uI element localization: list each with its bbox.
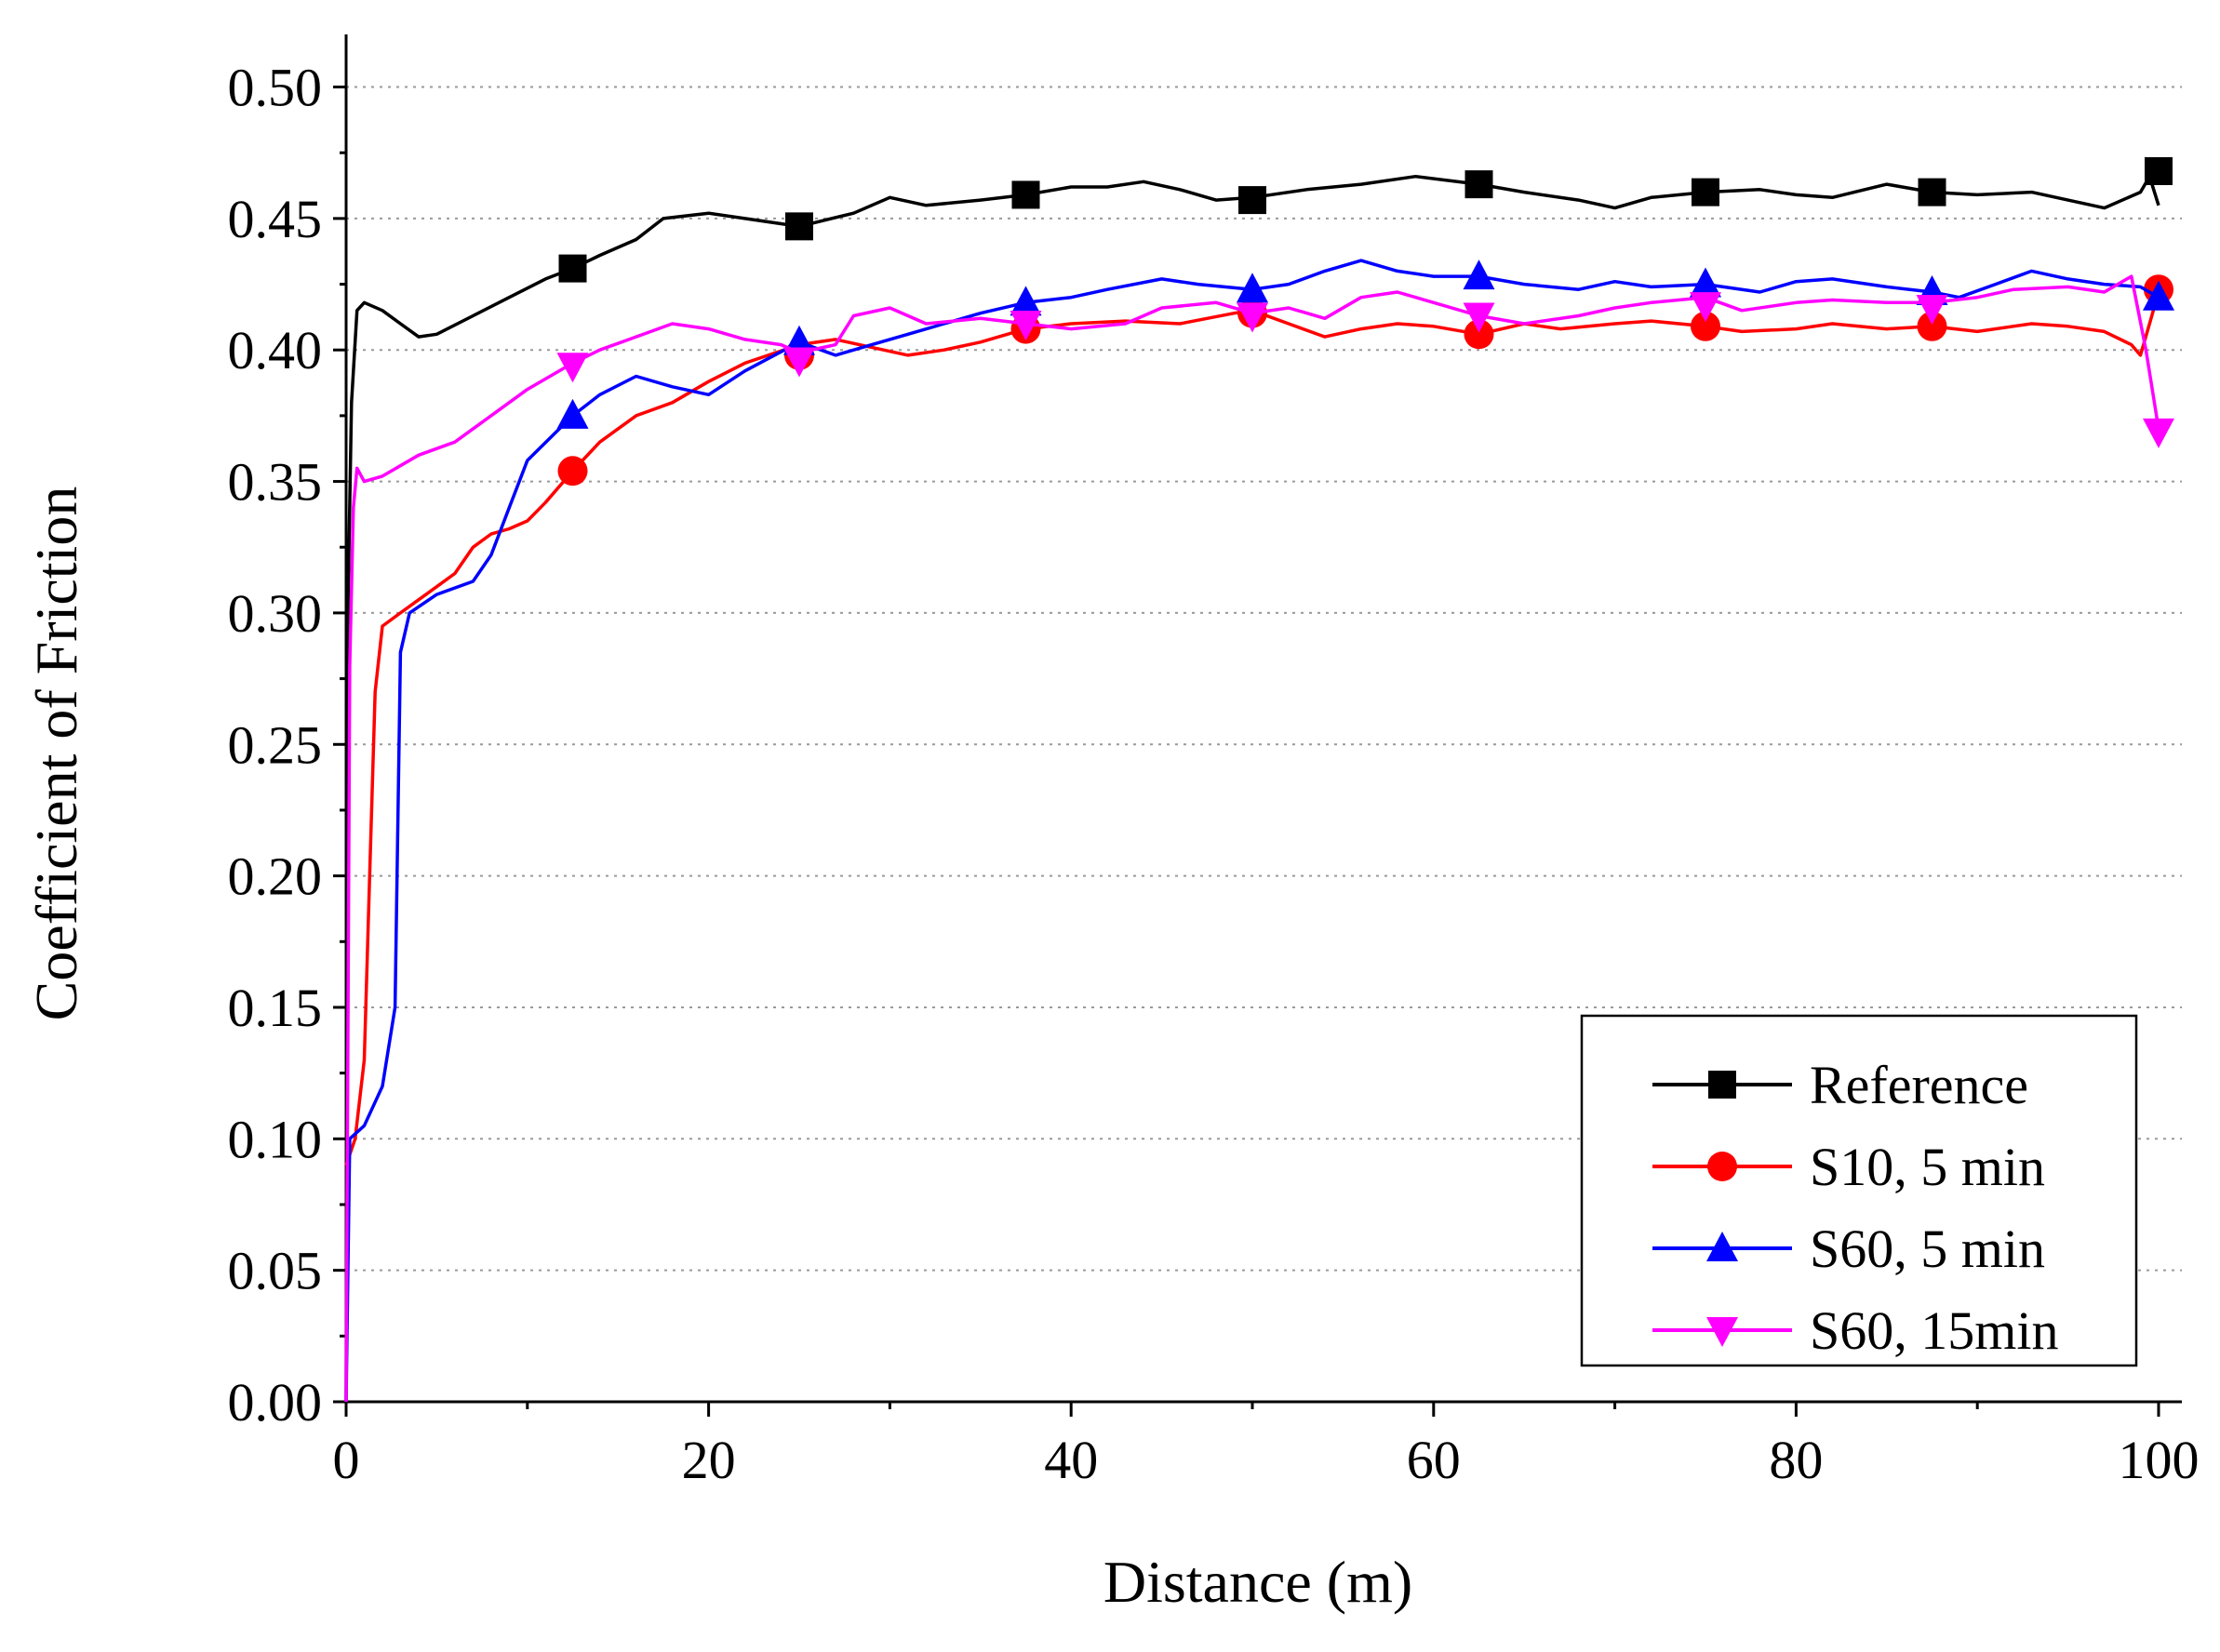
x-tick-label: 100 bbox=[2119, 1430, 2200, 1490]
x-tick-label: 20 bbox=[682, 1430, 736, 1490]
y-axis-title: Coefficient of Friction bbox=[23, 486, 89, 1021]
y-tick-label: 0.45 bbox=[228, 189, 323, 249]
series-line bbox=[344, 274, 2160, 1403]
series-marker bbox=[556, 398, 589, 429]
y-tick-label: 0.20 bbox=[228, 846, 323, 907]
data-series bbox=[344, 157, 2174, 1403]
series-marker bbox=[1692, 178, 1719, 206]
legend-entry: S60, 15min bbox=[1652, 1300, 2059, 1361]
series-marker bbox=[1238, 186, 1266, 215]
series-marker bbox=[1691, 311, 1720, 341]
x-axis-title: Distance (m) bbox=[1103, 1549, 1412, 1615]
series-s60-15min bbox=[344, 274, 2174, 1403]
legend-label: S60, 15min bbox=[1810, 1300, 2059, 1361]
y-tick-label: 0.15 bbox=[228, 978, 323, 1038]
series-marker bbox=[2143, 280, 2174, 311]
series-marker bbox=[556, 353, 589, 383]
y-tick-label: 0.50 bbox=[228, 58, 323, 118]
series-marker bbox=[558, 254, 587, 283]
series-marker bbox=[2145, 157, 2173, 185]
series-marker bbox=[1690, 292, 1721, 323]
series-marker bbox=[1237, 273, 1268, 303]
series-s60-5-min bbox=[344, 259, 2174, 1403]
series-reference bbox=[344, 157, 2173, 1403]
legend-items: Reference S10, 5 min S60, 5 min S60, 15min bbox=[1652, 1055, 2059, 1361]
legend-box bbox=[1580, 1014, 2138, 1367]
y-tick-label: 0.25 bbox=[228, 714, 323, 775]
series-line bbox=[344, 174, 2160, 1403]
y-tick-label: 0.05 bbox=[228, 1241, 323, 1301]
x-tick-label: 40 bbox=[1044, 1430, 1098, 1490]
legend-entry: S60, 5 min bbox=[1652, 1219, 2045, 1279]
series-marker bbox=[1011, 180, 1040, 209]
y-tick-label: 0.40 bbox=[228, 320, 323, 380]
series-marker bbox=[1237, 302, 1268, 333]
legend-marker bbox=[1708, 1071, 1736, 1099]
legend-label: S10, 5 min bbox=[1810, 1137, 2045, 1197]
series-marker bbox=[785, 212, 813, 241]
y-tick-label: 0.00 bbox=[228, 1372, 323, 1432]
series-marker bbox=[557, 456, 588, 486]
series-marker bbox=[1464, 170, 1493, 199]
legend-label: Reference bbox=[1810, 1055, 2028, 1115]
legend-entry: Reference bbox=[1652, 1055, 2028, 1115]
series-marker bbox=[1464, 319, 1494, 350]
x-tick-label: 80 bbox=[1769, 1430, 1823, 1490]
series-marker bbox=[783, 347, 815, 378]
legend-label: S60, 5 min bbox=[1810, 1219, 2045, 1279]
y-tick-label: 0.10 bbox=[228, 1109, 323, 1169]
x-tick-label: 60 bbox=[1407, 1430, 1461, 1490]
series-marker bbox=[1010, 286, 1042, 316]
y-tick-label: 0.30 bbox=[228, 583, 323, 644]
series-line bbox=[344, 291, 2160, 1166]
tick-labels: 0.00 0.05 0.10 0.15 0.20 0.25 0.30 0.35 0.40 0.45… bbox=[228, 58, 2200, 1490]
series-marker bbox=[1918, 178, 1946, 206]
legend-marker bbox=[1706, 1232, 1738, 1261]
series-marker bbox=[1690, 267, 1721, 298]
legend-entry: S10, 5 min bbox=[1652, 1137, 2045, 1197]
legend: Reference S10, 5 min S60, 5 min S60, 15min bbox=[1580, 1014, 2138, 1367]
legend-marker bbox=[1706, 1317, 1738, 1347]
series-marker bbox=[1916, 295, 1948, 325]
series-marker bbox=[1463, 260, 1495, 290]
legend-marker bbox=[1707, 1152, 1737, 1181]
series-marker bbox=[1463, 302, 1495, 333]
x-tick-label: 0 bbox=[333, 1430, 360, 1490]
y-tick-label: 0.35 bbox=[228, 452, 323, 513]
series-marker bbox=[1917, 311, 1947, 341]
series-line bbox=[344, 259, 2160, 1403]
series-marker bbox=[2143, 418, 2174, 448]
series-marker bbox=[1010, 310, 1042, 340]
